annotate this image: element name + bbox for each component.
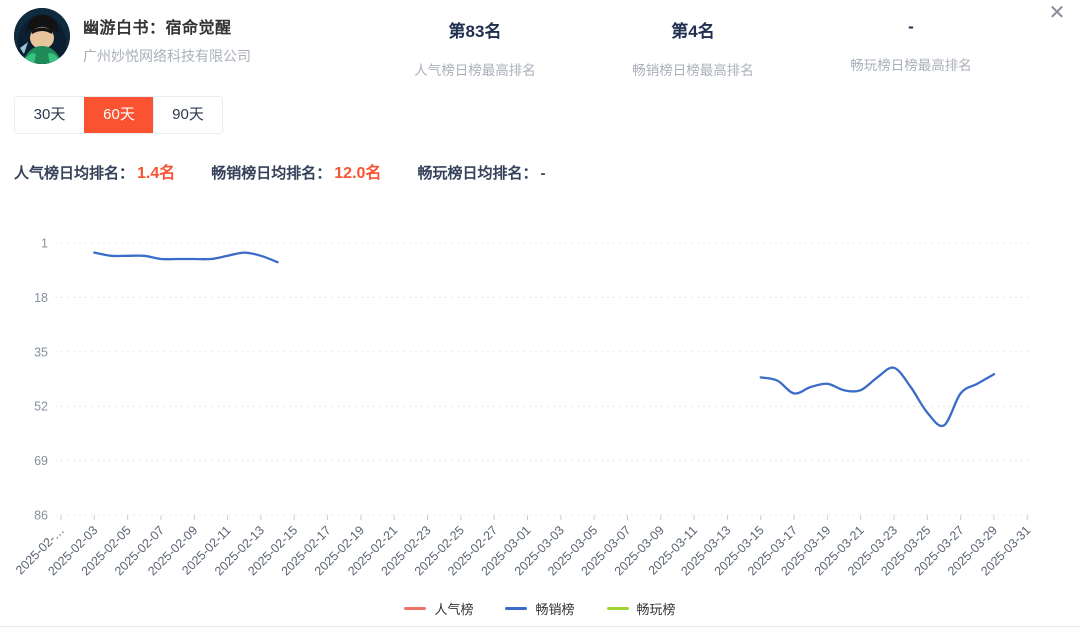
avg-mostplayed: 畅玩榜日均排名： - [417, 162, 545, 183]
rank-chart-canvas: 118355269862025-02-…2025-02-032025-02-05… [13, 237, 1034, 578]
stat-mostplayed-best: - 畅玩榜日榜最高排名 [802, 8, 1020, 79]
stat-bestselling-best: 第4名 畅销榜日榜最高排名 [584, 8, 802, 79]
avg-popularity: 人气榜日均排名： 1.4名 [14, 159, 175, 183]
legend-label: 畅销榜 [535, 602, 575, 617]
y-tick-label: 18 [34, 291, 48, 305]
series-line-畅销榜 [93, 251, 279, 264]
legend-item-mostplayed[interactable]: 畅玩榜 [606, 599, 676, 618]
company-name: 广州妙悦网络科技有限公司 [83, 48, 251, 64]
game-info: 幽游白书：宿命觉醒 广州妙悦网络科技有限公司 [14, 8, 366, 79]
y-tick-label: 35 [34, 345, 48, 359]
game-title: 幽游白书：宿命觉醒 [83, 20, 232, 37]
stat-label: 畅玩榜日榜最高排名 [850, 58, 972, 73]
stat-label: 人气榜日榜最高排名 [414, 63, 536, 78]
time-range-tabs: 30天 60天 90天 [14, 96, 223, 134]
y-tick-label: 1 [41, 237, 48, 251]
tab-60-days[interactable]: 60天 [84, 97, 153, 133]
stat-value: 第4名 [671, 22, 715, 41]
stat-value: 第83名 [448, 22, 502, 41]
legend-item-bestselling[interactable]: 畅销榜 [505, 599, 575, 618]
stat-label: 畅销榜日榜最高排名 [632, 63, 754, 78]
stat-value: - [908, 17, 914, 36]
tab-90-days[interactable]: 90天 [153, 97, 222, 133]
legend-item-popularity[interactable]: 人气榜 [404, 599, 473, 618]
stat-popularity-best: 第83名 人气榜日榜最高排名 [366, 8, 584, 79]
tab-30-days[interactable]: 30天 [15, 97, 84, 133]
avg-label: 人气榜日均排名： [14, 165, 135, 182]
avg-label: 畅销榜日均排名： [211, 165, 332, 182]
series-line-畅销榜 [759, 366, 996, 428]
legend-marker-mostplayed [606, 607, 629, 610]
legend-label: 人气榜 [434, 602, 474, 617]
y-tick-label: 69 [34, 454, 48, 468]
best-rank-stats: 第83名 人气榜日榜最高排名 第4名 畅销榜日榜最高排名 - 畅玩榜日榜最高排名 [366, 8, 1020, 79]
avg-value: 1.4名 [137, 165, 176, 182]
close-icon[interactable]: ✕ [1048, 2, 1066, 24]
game-titles: 幽游白书：宿命觉醒 广州妙悦网络科技有限公司 [83, 8, 251, 79]
header: 幽游白书：宿命觉醒 广州妙悦网络科技有限公司 第83名 人气榜日榜最高排名 第4… [0, 0, 1080, 79]
y-tick-label: 86 [34, 509, 48, 523]
legend-marker-bestselling [505, 607, 528, 610]
avg-value: 12.0名 [334, 165, 382, 182]
avg-label: 畅玩榜日均排名： [417, 165, 538, 182]
legend-marker-popularity [404, 607, 427, 610]
game-icon-art [14, 8, 70, 64]
avg-bestselling: 畅销榜日均排名： 12.0名 [211, 159, 381, 183]
legend-label: 畅玩榜 [636, 602, 676, 617]
chart-legend: 人气榜 畅销榜 畅玩榜 [0, 599, 1080, 618]
rank-trend-chart: 1 18 35 52 69 86 2025-02-… 2025-02-03 2025-02-05… [0, 203, 1080, 596]
daily-average-ranks: 人气榜日均排名： 1.4名 畅销榜日均排名： 12.0名 畅玩榜日均排名： - [14, 159, 1080, 183]
avg-value: - [540, 165, 546, 182]
game-icon [14, 8, 70, 64]
y-tick-label: 52 [34, 400, 48, 414]
